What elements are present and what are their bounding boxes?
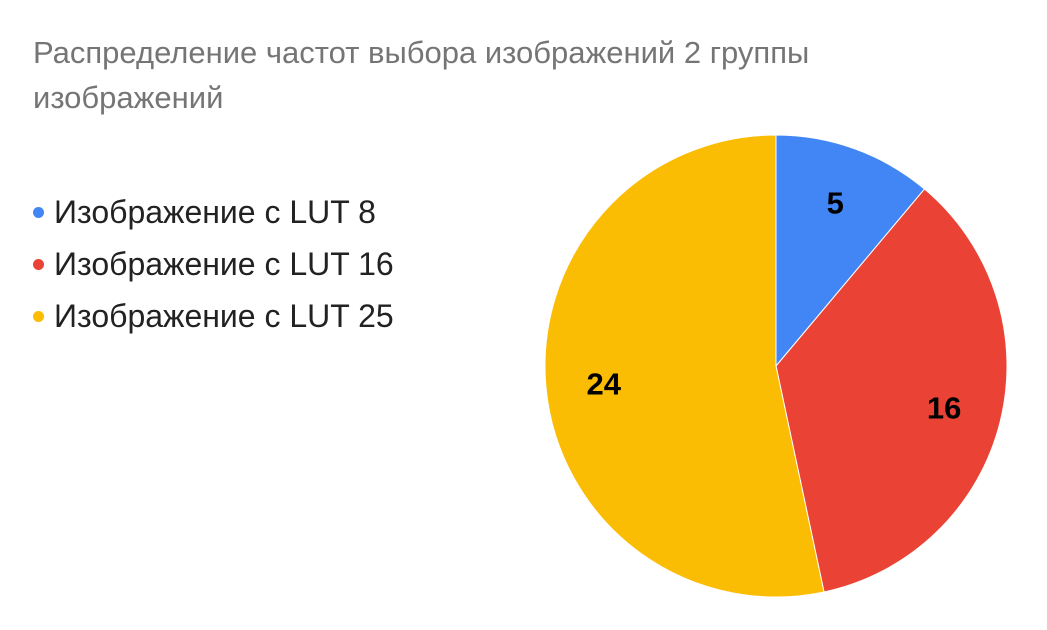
pie-slice-lut-8 (775, 134, 926, 368)
legend-label-lut-16: Изображение с LUT 16 (54, 245, 394, 282)
legend-swatch-lut-8 (33, 206, 44, 218)
data-label-lut-25: 24 (586, 367, 621, 402)
legend-label-lut-25: Изображение с LUT 25 (54, 297, 394, 334)
legend: Изображение с LUT 8 Изображение с LUT 16… (33, 186, 394, 342)
legend-item-lut-8: Изображение с LUT 8 (33, 186, 394, 238)
legend-swatch-lut-16 (33, 258, 44, 270)
legend-swatch-lut-25 (33, 310, 44, 322)
pie-slice-lut-25 (544, 134, 825, 598)
legend-label-lut-8: Изображение с LUT 8 (54, 193, 376, 230)
data-label-lut-8: 5 (827, 186, 844, 221)
pie-slice-lut-16 (775, 188, 1008, 593)
legend-item-lut-16: Изображение с LUT 16 (33, 238, 394, 290)
chart-title: Распределение частот выбора изображений … (33, 35, 810, 115)
legend-item-lut-25: Изображение с LUT 25 (33, 290, 394, 342)
data-label-lut-16: 16 (927, 390, 961, 425)
